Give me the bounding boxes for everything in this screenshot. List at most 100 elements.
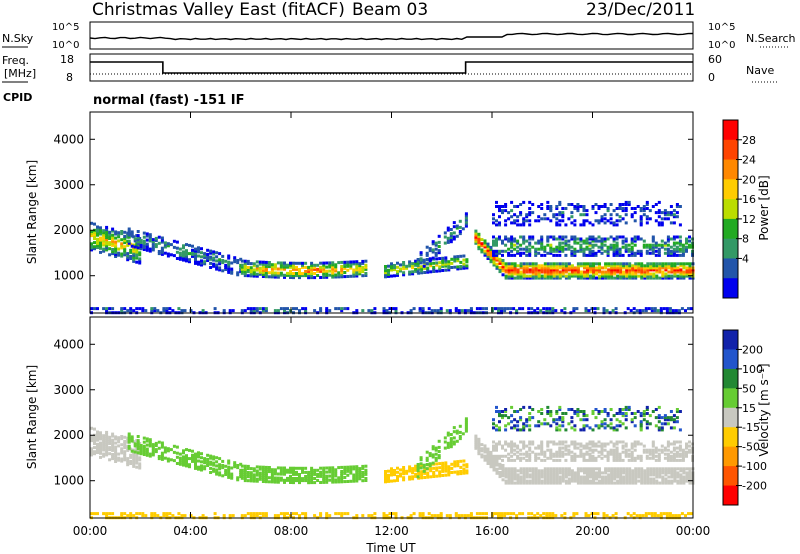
x-tick-label: 12:00 (374, 524, 409, 538)
velocity-cell (554, 514, 558, 518)
power-cell (639, 251, 643, 255)
velocity-cell (411, 471, 415, 475)
velocity-cell (567, 452, 571, 456)
power-cell (612, 223, 616, 227)
velocity-cell (239, 462, 243, 466)
power-cell (233, 260, 237, 264)
power-cell (606, 251, 610, 255)
power-cell (185, 249, 188, 253)
velocity-cell (144, 514, 148, 518)
power-cell (261, 275, 265, 278)
power-cell (597, 239, 601, 243)
power-cell (289, 271, 292, 275)
velocity-cell (613, 469, 617, 473)
velocity-cell (531, 467, 535, 471)
velocity-cell (677, 514, 681, 518)
power-cell (564, 276, 568, 280)
power-cell (658, 262, 662, 266)
power-cell (453, 265, 457, 269)
power-cell (313, 265, 317, 269)
velocity-cell (123, 450, 127, 454)
power-cell (93, 234, 96, 238)
velocity-cell (672, 448, 676, 452)
power-cell (206, 248, 210, 252)
power-cell (209, 251, 213, 255)
velocity-cell (340, 474, 344, 478)
velocity-cell (545, 512, 549, 516)
velocity-cell (558, 450, 562, 454)
power-cell (264, 307, 268, 311)
power-cell (610, 262, 614, 266)
velocity-cell (435, 462, 439, 466)
power-cell (160, 238, 164, 242)
velocity-cell (120, 457, 124, 461)
velocity-cell (572, 514, 576, 518)
power-cell (441, 264, 445, 268)
velocity-cell (660, 426, 664, 430)
velocity-cell (486, 447, 490, 451)
power-cell (129, 248, 133, 252)
velocity-cell (561, 475, 565, 479)
colorbar-tick-label: 4 (742, 252, 749, 265)
velocity-cell (552, 440, 556, 444)
velocity-cell (540, 481, 544, 485)
power-cell (570, 251, 574, 255)
velocity-cell (650, 514, 654, 518)
velocity-cell (307, 479, 311, 483)
power-cell (416, 270, 420, 274)
velocity-cell (549, 440, 553, 444)
power-cell (610, 272, 614, 276)
power-cell (600, 219, 604, 223)
velocity-cell (522, 444, 526, 448)
power-cell (516, 241, 520, 245)
power-cell (537, 270, 541, 274)
velocity-cell (319, 466, 323, 470)
velocity-cell (154, 444, 158, 447)
power-cell (585, 209, 589, 213)
velocity-cell (501, 478, 505, 482)
velocity-cell (525, 473, 529, 477)
velocity-cell (619, 477, 623, 481)
velocity-cell (298, 466, 301, 470)
power-cell (561, 274, 565, 278)
power-cell (504, 270, 508, 274)
velocity-cell (145, 447, 149, 451)
velocity-cell (630, 442, 634, 446)
velocity-cell (600, 420, 604, 424)
power-cell (239, 268, 243, 271)
power-data-cells (90, 200, 695, 315)
power-cell (669, 211, 673, 215)
power-cell (631, 266, 635, 270)
power-cell (507, 276, 511, 280)
power-cell (576, 262, 580, 266)
velocity-cell (616, 471, 620, 475)
velocity-cell (142, 436, 146, 440)
velocity-cell (592, 467, 595, 471)
velocity-cell (437, 450, 441, 453)
power-cell (437, 251, 441, 255)
velocity-cell (552, 471, 556, 475)
power-cell (675, 203, 679, 206)
power-cell (135, 252, 139, 256)
power-cell (133, 237, 137, 241)
power-cell (621, 239, 625, 243)
velocity-cell (637, 473, 641, 477)
power-cell (657, 251, 661, 255)
power-cell (618, 219, 622, 223)
velocity-cell (114, 453, 118, 457)
velocity-cell (522, 473, 526, 477)
velocity-cell (270, 476, 274, 480)
velocity-cell (289, 466, 292, 470)
velocity-cell (142, 440, 146, 444)
power-cell (340, 273, 344, 277)
power-cell (616, 268, 620, 272)
velocity-cell (660, 444, 664, 448)
power-cell (185, 243, 188, 247)
velocity-cell (172, 459, 176, 463)
velocity-cell (340, 470, 344, 473)
power-cell (663, 209, 667, 213)
velocity-cell (510, 444, 514, 448)
power-cell (670, 274, 674, 278)
power-cell (172, 239, 176, 243)
velocity-cell (449, 443, 453, 447)
